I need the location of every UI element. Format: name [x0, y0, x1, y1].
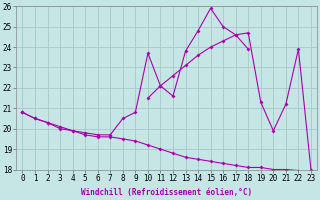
X-axis label: Windchill (Refroidissement éolien,°C): Windchill (Refroidissement éolien,°C) — [81, 188, 252, 197]
